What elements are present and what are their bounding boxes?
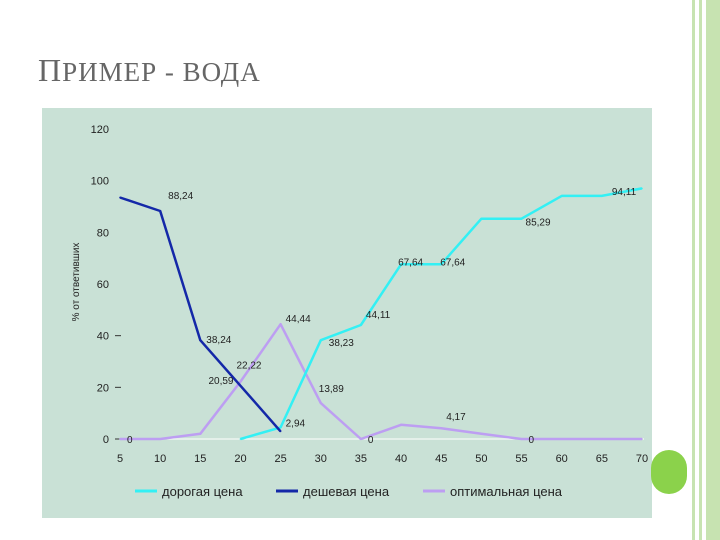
x-tick-label: 5: [117, 453, 123, 465]
data-point: [199, 339, 202, 342]
data-point: [480, 433, 483, 435]
data-point: [520, 438, 523, 440]
legend-label: дорогая цена: [162, 484, 243, 499]
x-tick-label: 50: [475, 453, 487, 465]
data-label: 67,64: [440, 257, 465, 268]
data-point: [239, 385, 242, 387]
axes-layer: 0 20 40 60 80 100 120 5 10 15 20 25 30 35 40 45 50 55 60 65…: [71, 124, 648, 465]
data-label: 88,24: [168, 191, 193, 202]
decor-stripe: [699, 0, 702, 540]
legend-label: оптимальная цена: [450, 484, 563, 499]
y-tick-label: 0: [103, 434, 109, 446]
x-tick-label: 30: [315, 453, 327, 465]
data-point: [440, 263, 443, 266]
series-line: [120, 322, 642, 441]
data-point: [560, 195, 563, 197]
data-point: [601, 195, 603, 197]
data-label: 85,29: [526, 218, 551, 229]
data-point: [159, 210, 161, 212]
data-point: [279, 426, 282, 429]
data-point: [279, 323, 282, 325]
data-point: [480, 217, 483, 220]
y-axis-title: % от ответивших: [71, 243, 82, 322]
data-label: 13,89: [319, 384, 344, 395]
data-label: 38,23: [329, 338, 354, 349]
data-point: [199, 433, 202, 435]
data-point: [520, 217, 523, 220]
y-tick-label: 120: [91, 124, 109, 136]
data-point: [440, 427, 443, 430]
y-tick-label: 80: [97, 227, 109, 239]
data-point: [279, 430, 282, 433]
data-labels-layer: 88,24 38,24 20,59 2,94 22,22 44,44 13,89 38,23 4…: [127, 187, 637, 446]
decor-circle: [651, 450, 687, 494]
data-label: 0: [127, 435, 133, 446]
x-tick-label: 60: [556, 453, 568, 465]
data-point: [400, 423, 402, 426]
data-label: 22,22: [236, 361, 261, 372]
decor-stripe: [692, 0, 695, 540]
data-point: [119, 438, 121, 440]
x-tick-label: 35: [355, 453, 367, 465]
data-point: [319, 402, 322, 404]
y-tick-label: 40: [97, 331, 109, 343]
x-tick-label: 65: [596, 453, 608, 465]
data-label: 2,94: [286, 418, 306, 429]
slide-title-initial: П: [38, 52, 63, 88]
data-label: 0: [368, 435, 374, 446]
data-point: [159, 438, 161, 440]
slide-title: ПРИМЕР - ВОДА: [38, 52, 261, 89]
x-tick-label: 20: [234, 453, 246, 465]
slide-title-rest: РИМЕР - ВОДА: [62, 57, 261, 87]
y-tick-label: 60: [97, 279, 109, 291]
data-point: [360, 438, 362, 440]
data-point: [641, 438, 643, 440]
chart-panel: [42, 108, 652, 518]
x-tick-label: 40: [395, 453, 407, 465]
data-label: 38,24: [206, 335, 231, 346]
y-tick-label: 20: [97, 382, 109, 394]
x-tick-label: 55: [515, 453, 527, 465]
decor-stripe: [706, 0, 720, 540]
data-point: [239, 380, 242, 383]
legend-label: дешевая цена: [303, 484, 390, 499]
data-point: [560, 438, 563, 440]
data-label: 44,44: [286, 314, 311, 325]
data-label: 94,11: [612, 187, 637, 198]
data-label: 0: [529, 435, 535, 446]
data-label: 4,17: [446, 412, 466, 423]
x-tick-label: 25: [274, 453, 286, 465]
y-tick-label: 100: [91, 176, 109, 188]
x-tick-label: 45: [435, 453, 447, 465]
data-label: 44,11: [366, 310, 391, 321]
x-tick-label: 15: [194, 453, 206, 465]
series-line: [119, 196, 282, 433]
data-label: 20,59: [208, 376, 233, 387]
data-point: [601, 438, 603, 440]
x-tick-label: 10: [154, 453, 166, 465]
data-point: [119, 196, 121, 199]
data-point: [360, 324, 362, 326]
data-point: [239, 438, 242, 440]
data-label: 67,64: [398, 257, 423, 268]
legend-layer: дорогая цена дешевая цена оптимальная цена: [135, 484, 563, 499]
data-point: [641, 187, 643, 190]
series-layer: [119, 187, 643, 441]
data-point: [400, 263, 402, 266]
x-tick-label: 70: [636, 453, 648, 465]
data-point: [319, 339, 322, 342]
